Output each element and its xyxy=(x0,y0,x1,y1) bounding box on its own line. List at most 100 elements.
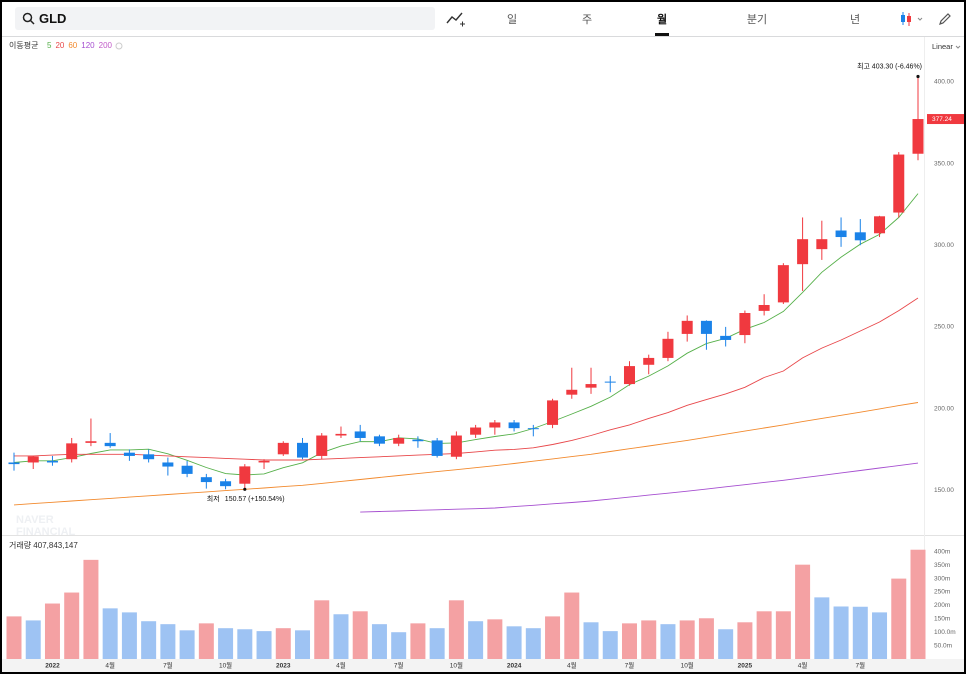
watermark: NAVER xyxy=(16,514,54,526)
volume-bar xyxy=(314,600,330,659)
volume-bar xyxy=(564,592,580,659)
volume-bar xyxy=(583,622,599,659)
x-tick-label: 2025 xyxy=(738,663,753,670)
period-tab[interactable]: 일 xyxy=(506,14,518,26)
candle-body xyxy=(335,433,347,436)
volume-bar xyxy=(371,624,387,659)
volume-bar xyxy=(891,578,907,659)
legend-entry: 200 xyxy=(99,41,113,50)
candle-body xyxy=(893,154,905,213)
volume-bar xyxy=(641,620,657,659)
candle-body xyxy=(489,422,501,428)
candle-body xyxy=(566,389,578,395)
candle-body xyxy=(316,435,328,456)
volume-bar xyxy=(602,631,618,659)
x-axis-band xyxy=(2,659,964,672)
volume-bar xyxy=(391,632,407,659)
volume-bar xyxy=(410,623,426,659)
candle-body xyxy=(8,462,20,465)
volume-bar xyxy=(179,630,195,659)
x-tick-label: 4월 xyxy=(105,661,115,670)
indicator-icon[interactable] xyxy=(446,11,466,27)
moving-average-line xyxy=(13,402,919,506)
scale-toggle[interactable]: Linear xyxy=(932,42,953,51)
low-marker xyxy=(243,487,247,491)
volume-bar xyxy=(814,597,830,659)
candle-body xyxy=(450,435,462,457)
candle-body xyxy=(547,400,559,425)
x-tick-label: 10월 xyxy=(450,661,463,670)
chart-type-icon[interactable] xyxy=(899,11,927,27)
candle-body xyxy=(874,216,886,234)
candle-body xyxy=(777,265,789,303)
volume-bar xyxy=(25,620,41,659)
candle-body xyxy=(123,452,135,456)
candle-body xyxy=(739,313,751,336)
search-box[interactable]: GLD xyxy=(15,7,435,30)
candle-body xyxy=(816,239,828,250)
period-tab[interactable]: 주 xyxy=(581,14,593,26)
moving-average-line xyxy=(360,462,919,513)
volume-bar xyxy=(679,620,695,659)
legend-close[interactable] xyxy=(115,42,123,50)
volume-bar xyxy=(795,564,811,659)
candle-body xyxy=(585,384,597,388)
legend-entry: 20 xyxy=(55,41,64,50)
x-tick-label: 2023 xyxy=(276,663,291,670)
candle-body xyxy=(85,441,97,443)
candle-body xyxy=(181,465,193,474)
volume-bar xyxy=(506,626,522,659)
low-annotation: 150.57 (+150.54%) xyxy=(225,496,285,503)
volume-bar xyxy=(429,628,445,659)
volume-bar xyxy=(352,611,368,659)
candle-body xyxy=(46,460,58,463)
period-tab[interactable]: 년 xyxy=(849,14,861,26)
y-tick-label: 400m xyxy=(934,549,950,556)
candle-body xyxy=(239,466,251,484)
draw-icon[interactable] xyxy=(938,12,952,26)
y-tick-label: 200m xyxy=(934,602,950,609)
search-icon xyxy=(22,12,35,25)
volume-bar xyxy=(6,616,22,659)
y-tick-label: 300.00 xyxy=(934,242,954,249)
moving-average-line xyxy=(14,297,919,461)
volume-bar xyxy=(852,606,868,659)
y-tick-label: 100.0m xyxy=(934,629,956,636)
x-tick-label: 2024 xyxy=(507,663,522,670)
volume-bar xyxy=(718,629,734,659)
y-tick-label: 300m xyxy=(934,575,950,582)
volume-bar xyxy=(121,612,137,659)
candle-body xyxy=(700,320,712,334)
candle-body xyxy=(220,481,232,487)
candle-body xyxy=(258,460,270,463)
volume-bar xyxy=(256,631,272,659)
legend-entry: 5 xyxy=(47,41,52,50)
period-tab[interactable]: 분기 xyxy=(746,14,768,26)
legend-entry: 60 xyxy=(68,41,77,50)
volume-bar xyxy=(525,628,541,659)
period-tab[interactable]: 월 xyxy=(656,14,668,26)
x-tick-label: 7월 xyxy=(625,661,635,670)
volume-bar xyxy=(487,619,503,659)
volume-bar xyxy=(698,618,714,659)
high-label: 최고 xyxy=(857,61,870,70)
volume-bar xyxy=(83,559,99,659)
candle-body xyxy=(412,439,424,442)
volume-bar xyxy=(756,611,772,659)
volume-bar xyxy=(910,549,926,659)
y-tick-label: 350.00 xyxy=(934,160,954,167)
y-tick-label: 150.00 xyxy=(934,487,954,494)
volume-bar xyxy=(218,628,234,659)
candle-body xyxy=(912,119,924,154)
candle-body xyxy=(623,366,635,385)
volume-bar xyxy=(160,624,176,659)
scale-caret xyxy=(955,45,961,49)
high-annotation: 403.30 (-6.46%) xyxy=(872,63,922,70)
candle-body xyxy=(835,230,847,238)
y-tick-label: 50.0m xyxy=(934,642,952,649)
x-tick-label: 10월 xyxy=(219,661,232,670)
volume-bar xyxy=(64,592,80,659)
